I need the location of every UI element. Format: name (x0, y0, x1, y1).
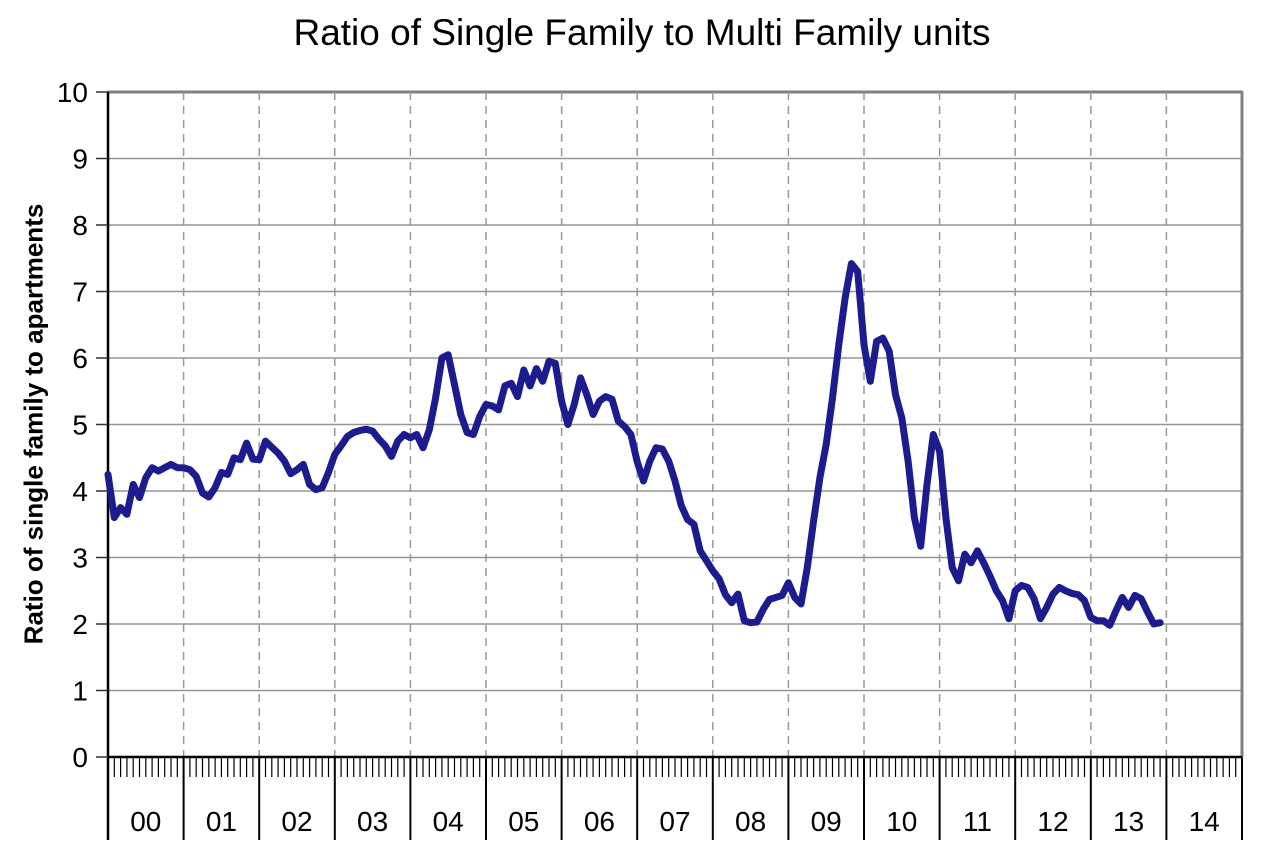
svg-text:00: 00 (130, 806, 161, 837)
svg-text:09: 09 (811, 806, 842, 837)
svg-text:06: 06 (584, 806, 615, 837)
svg-text:9: 9 (72, 144, 88, 175)
series-line (104, 260, 1164, 629)
svg-text:7: 7 (72, 277, 88, 308)
svg-text:03: 03 (357, 806, 388, 837)
horizontal-gridlines (108, 157, 1242, 692)
chart-title: Ratio of Single Family to Multi Family u… (293, 12, 991, 53)
svg-text:12: 12 (1037, 806, 1068, 837)
svg-text:14: 14 (1189, 806, 1220, 837)
svg-text:07: 07 (659, 806, 690, 837)
svg-text:02: 02 (281, 806, 312, 837)
svg-text:10: 10 (886, 806, 917, 837)
svg-text:04: 04 (433, 806, 464, 837)
svg-text:1: 1 (72, 676, 88, 707)
x-axis-minor-ticks (107, 757, 1243, 777)
svg-text:01: 01 (206, 806, 237, 837)
y-axis-labels: 0 1 2 3 4 5 6 7 8 9 10 (57, 77, 108, 773)
svg-text:4: 4 (72, 476, 88, 507)
axes (106, 92, 1242, 840)
svg-text:5: 5 (72, 410, 88, 441)
x-axis-year-dividers (182, 757, 1243, 840)
svg-text:05: 05 (508, 806, 539, 837)
svg-text:11: 11 (963, 806, 992, 837)
x-axis-labels: 00 01 02 03 04 05 06 07 08 09 10 11 12 13 14 (130, 806, 1220, 837)
svg-text:6: 6 (72, 343, 88, 374)
svg-text:3: 3 (72, 543, 88, 574)
svg-text:10: 10 (57, 77, 88, 108)
svg-text:8: 8 (72, 210, 88, 241)
svg-text:08: 08 (735, 806, 766, 837)
svg-text:13: 13 (1113, 806, 1144, 837)
svg-text:0: 0 (72, 742, 88, 773)
svg-text:2: 2 (72, 609, 88, 640)
plot-border (107, 90, 1244, 757)
